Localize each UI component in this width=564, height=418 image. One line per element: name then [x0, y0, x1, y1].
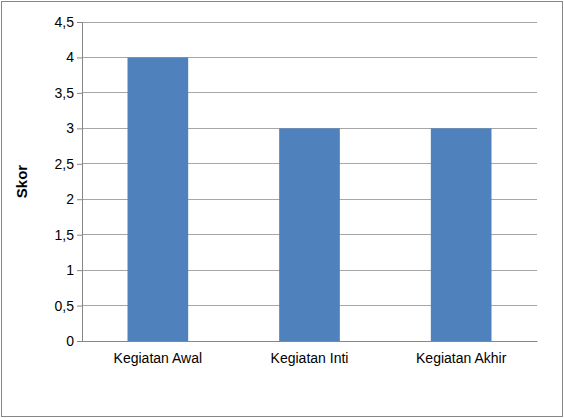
y-tick-label: 4 — [66, 49, 74, 65]
y-tick-mark — [77, 306, 82, 307]
y-tick: 0,5 — [55, 298, 82, 314]
y-tick: 4,5 — [55, 14, 82, 30]
x-axis: Kegiatan Awal Kegiatan Inti Kegiatan Akhir — [83, 341, 538, 366]
y-tick-mark — [77, 199, 82, 200]
y-tick-label: 1 — [66, 262, 74, 278]
y-tick: 1,5 — [55, 227, 82, 243]
y-tick-mark — [77, 128, 82, 129]
x-tick: Kegiatan Inti — [271, 341, 349, 366]
bar — [279, 128, 340, 341]
y-tick-label: 3,5 — [55, 85, 75, 101]
plot: 00,511,522,533,544,5Kegiatan AwalKegiata… — [55, 14, 538, 366]
x-tick: Kegiatan Awal — [114, 341, 202, 366]
y-tick: 3 — [66, 120, 82, 136]
y-tick: 1 — [66, 262, 82, 278]
bar — [431, 128, 492, 341]
y-tick: 2,5 — [55, 156, 82, 172]
x-tick-label: Kegiatan Awal — [114, 350, 202, 366]
x-tick: Kegiatan Akhir — [416, 341, 507, 366]
chart-frame — [2, 2, 563, 417]
y-tick-mark — [77, 93, 82, 94]
y-tick-mark — [77, 57, 82, 58]
y-tick-label: 0 — [66, 333, 74, 349]
y-tick-mark — [77, 22, 82, 23]
y-axis: 0 0,5 1 1,5 2 2,5 3 3,5 4 4,5 — [55, 14, 83, 349]
y-axis-line — [77, 23, 83, 342]
x-axis-line — [83, 341, 538, 342]
grid — [82, 22, 537, 341]
y-tick-label: 1,5 — [55, 227, 75, 243]
bars — [128, 57, 492, 341]
y-tick-label: 2 — [66, 191, 74, 207]
y-tick-label: 0,5 — [55, 298, 75, 314]
y-tick-mark — [77, 235, 82, 236]
grid-line — [82, 22, 537, 23]
y-tick-mark — [77, 164, 82, 165]
y-tick: 4 — [66, 49, 82, 65]
y-tick-mark — [77, 341, 82, 342]
y-tick-label: 3 — [66, 120, 74, 136]
bar — [128, 57, 189, 341]
chart: 00,511,522,533,544,5Kegiatan AwalKegiata… — [0, 0, 564, 418]
x-tick-label: Kegiatan Akhir — [416, 350, 507, 366]
y-tick-mark — [77, 270, 82, 271]
y-tick: 3,5 — [55, 85, 82, 101]
y-axis-title: Skor — [13, 165, 30, 199]
x-tick-label: Kegiatan Inti — [271, 350, 349, 366]
y-tick-label: 4,5 — [55, 14, 75, 30]
y-tick: 0 — [66, 333, 82, 349]
y-tick: 2 — [66, 191, 82, 207]
y-tick-label: 2,5 — [55, 156, 75, 172]
